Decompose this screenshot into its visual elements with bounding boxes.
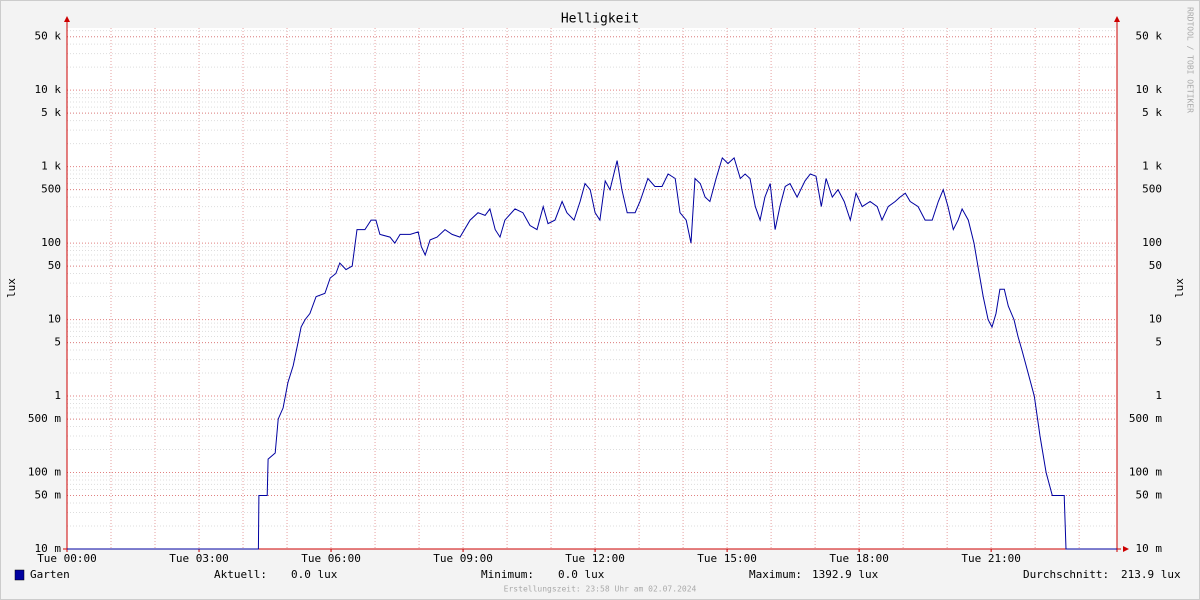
x-tick-label: Tue 21:00 [961,552,1021,565]
y-tick-label: 50 k [35,30,62,43]
y-tick-label-right: 50 k [1136,30,1163,43]
y-tick-label: 10 [48,313,61,326]
x-tick-label: Tue 18:00 [829,552,889,565]
y-tick-label: 10 m [35,542,62,555]
y-tick-label: 100 [41,236,61,249]
chart-title: Helligkeit [561,12,639,27]
watermark: RRDTOOL / TOBI OETIKER [1186,7,1195,113]
y-tick-label: 50 [48,259,61,272]
y-tick-label-right: 10 [1149,313,1162,326]
legend-swatch [14,569,25,581]
y-tick-label-right: 1 [1155,389,1162,402]
stat-label: Durchschnitt: [1023,568,1109,581]
y-tick-label-right: 500 m [1129,412,1162,425]
y-tick-label: 50 m [35,489,62,502]
stat-label: Aktuell: [214,568,267,581]
y-tick-label: 500 m [28,412,61,425]
y-tick-label: 1 [54,389,61,402]
y-tick-label-right: 100 m [1129,466,1162,479]
plot-area [67,28,1117,549]
y-tick-label: 500 [41,183,61,196]
stat-value: 0.0 lux [558,568,605,581]
y-tick-label: 1 k [41,160,61,173]
y-tick-label-right: 500 [1142,183,1162,196]
y-tick-label-right: 10 k [1136,83,1163,96]
y-tick-label-right: 10 m [1136,542,1163,555]
x-tick-label: Tue 15:00 [697,552,757,565]
axis-arrow [1114,16,1120,22]
y-tick-label-right: 50 m [1136,489,1163,502]
y-tick-label-right: 1 k [1142,160,1162,173]
y-tick-label-right: 5 k [1142,106,1162,119]
y-tick-label: 10 k [35,83,62,96]
x-tick-label: Tue 03:00 [169,552,229,565]
data-line [67,156,1117,550]
y-tick-label: 5 [54,336,61,349]
y-tick-label: 5 k [41,106,61,119]
y-axis-label-right: lux [1173,278,1186,298]
y-tick-label-right: 5 [1155,336,1162,349]
y-tick-label-right: 100 [1142,236,1162,249]
y-tick-label: 100 m [28,466,61,479]
axis-arrow [1123,546,1129,552]
stat-label: Minimum: [481,568,534,581]
y-tick-label-right: 50 [1149,259,1162,272]
stat-value: 213.9 lux [1121,568,1181,581]
axis-arrow [64,16,70,22]
stat-label: Maximum: [749,568,802,581]
y-axis-label: lux [5,278,18,298]
x-tick-label: Tue 00:00 [37,552,97,565]
legend-label: Garten [30,568,70,581]
stat-value: 0.0 lux [291,568,338,581]
x-tick-label: Tue 12:00 [565,552,625,565]
footer: Erstellungszeit: 23:58 Uhr am 02.07.2024 [504,585,697,594]
stat-value: 1392.9 lux [812,568,879,581]
x-tick-label: Tue 09:00 [433,552,493,565]
x-tick-label: Tue 06:00 [301,552,361,565]
